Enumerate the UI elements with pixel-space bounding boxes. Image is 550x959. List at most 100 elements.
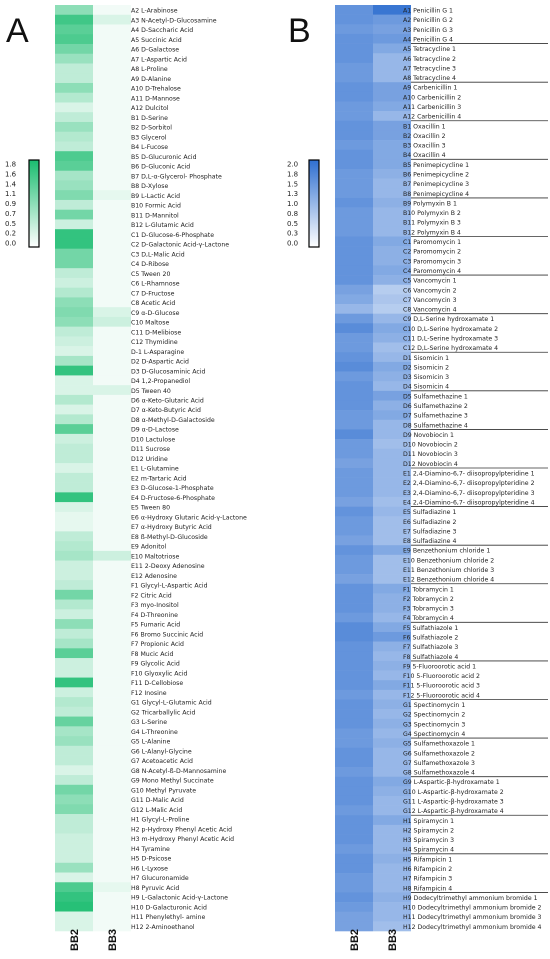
heatmap-cell [335, 188, 373, 199]
heatmap-cell [373, 496, 411, 507]
heatmap-cell [373, 882, 411, 893]
heatmap-cell [335, 390, 373, 401]
heatmap-cell [373, 130, 411, 141]
row-label: G1 Glycyl-L-Glutamic Acid [131, 700, 212, 707]
heatmap-cell [335, 255, 373, 266]
row-label: E6 α-Hydroxy Glutaric Acid-γ-Lactone [131, 514, 247, 521]
heatmap-cell [373, 853, 411, 864]
heatmap-cell [373, 419, 411, 430]
row-label: A10 Carbenicillin 2 [403, 94, 461, 101]
heatmap-cell [93, 755, 131, 766]
row-label: H3 m-Hydroxy Phenyl Acetic Acid [131, 836, 234, 843]
heatmap-cell [335, 603, 373, 613]
heatmap-cell [55, 853, 93, 864]
heatmap-cell [55, 131, 93, 142]
heatmap-cell [55, 775, 93, 786]
row-label: E3 D-Glucose-1-Phosphate [131, 485, 214, 492]
heatmap-cell [93, 784, 131, 795]
heatmap-cell [373, 776, 411, 787]
heatmap-cell [335, 43, 373, 54]
heatmap-cell [373, 91, 411, 102]
row-label: D10 Lactulose [131, 436, 175, 443]
legend-tick-label: 0.8 [287, 210, 298, 218]
heatmap-cell [335, 468, 373, 478]
heatmap-cell [335, 902, 373, 913]
heatmap-cell [55, 892, 93, 903]
heatmap-cell [93, 804, 131, 815]
row-label: G11 L-Aspartic-β-hydroxamate 3 [403, 798, 504, 805]
heatmap-cell [335, 101, 373, 112]
row-label: F8 Mucic Acid [131, 651, 173, 658]
row-label: A6 Tetracycline 2 [403, 56, 456, 63]
heatmap-cell [55, 14, 93, 25]
row-label: E2 2,4-Diamino-6,7- diisopropylpteridine… [403, 480, 535, 487]
heatmap-cell [93, 628, 131, 639]
heatmap-cell [55, 229, 93, 240]
heatmap-cell [93, 268, 131, 279]
heatmap-cell [335, 284, 373, 295]
heatmap-cell [55, 560, 93, 571]
heatmap-cell [335, 554, 373, 565]
heatmap-cell [93, 814, 131, 825]
row-label: A1 Penicillin G 1 [403, 8, 453, 15]
heatmap-cell [373, 506, 411, 517]
row-label: H3 Spiramycin 3 [403, 837, 454, 844]
legend-tick-label: 2.0 [287, 161, 298, 169]
heatmap-cell [93, 238, 131, 249]
heatmap-cell [373, 159, 411, 170]
heatmap-cell [93, 424, 131, 435]
row-label: E6 Sulfadiazine 2 [403, 519, 456, 526]
heatmap-cell [55, 794, 93, 805]
row-label: H12 Dodecyltrimethyl ammonium bromide 4 [403, 924, 542, 931]
row-label: D11 Sucrose [131, 446, 170, 453]
heatmap-cell [373, 718, 411, 729]
heatmap-cell [93, 219, 131, 230]
row-label: E9 Benzethonium chloride 1 [403, 548, 490, 555]
row-label: H10 Dodecyltrimethyl ammonium bromide 2 [403, 905, 542, 912]
row-label: G5 L-Alanine [131, 739, 170, 746]
heatmap-cell [335, 641, 373, 652]
row-label: G3 Spectinomycin 3 [403, 721, 465, 728]
heatmap-cell [373, 583, 411, 594]
heatmap-cell [335, 207, 373, 218]
heatmap-cell [55, 151, 93, 162]
heatmap-cell [373, 873, 411, 884]
row-label: A3 N-Acetyl-D-Glucosamine [131, 17, 217, 24]
heatmap-cell [335, 53, 373, 64]
heatmap-cell [55, 472, 93, 483]
heatmap-cell [93, 609, 131, 620]
heatmap-cell [55, 843, 93, 854]
row-label: E8 Sulfadiazine 4 [403, 538, 456, 545]
heatmap-cell [93, 375, 131, 386]
row-label: E11 2-Deoxy Adenosine [131, 563, 205, 570]
row-label: H8 Pyruvic Acid [131, 885, 179, 892]
row-label: F8 Sulfathiazole 4 [403, 654, 458, 661]
row-label: H7 Glucuronamide [131, 875, 189, 882]
row-label: F3 myo-Inositol [131, 602, 179, 609]
row-label: G1 Spectinomycin 1 [403, 702, 465, 709]
row-label: B5 D-Glucuronic Acid [131, 154, 197, 161]
heatmap-cell [93, 843, 131, 854]
heatmap-cell [335, 24, 373, 35]
heatmap-cell [373, 188, 411, 199]
row-label: D12 Uridine [131, 456, 168, 463]
heatmap-cell [93, 248, 131, 259]
row-label: D11 Novobiocin 3 [403, 451, 458, 458]
heatmap-cell [373, 545, 411, 556]
heatmap-cell [93, 833, 131, 844]
heatmap-cell [55, 550, 93, 561]
panel-b-letter: B [288, 12, 311, 50]
row-label: E1 L-Glutamine [131, 466, 179, 473]
heatmap-cell [373, 352, 411, 363]
legend-tick-label: 1.4 [5, 180, 17, 188]
heatmap-cell [373, 863, 411, 874]
heatmap-cell [373, 728, 411, 739]
row-label: A11 D-Mannose [131, 95, 180, 102]
row-label: F9 Glycolic Acid [131, 661, 180, 668]
row-label: D9 α-D-Lactose [131, 427, 179, 434]
heatmap-cell [373, 197, 411, 208]
row-label: C11 D,L-Serine hydroxamate 3 [403, 335, 498, 342]
row-label: H10 D-Galacturonic Acid [131, 904, 207, 911]
heatmap-cell [93, 131, 131, 142]
